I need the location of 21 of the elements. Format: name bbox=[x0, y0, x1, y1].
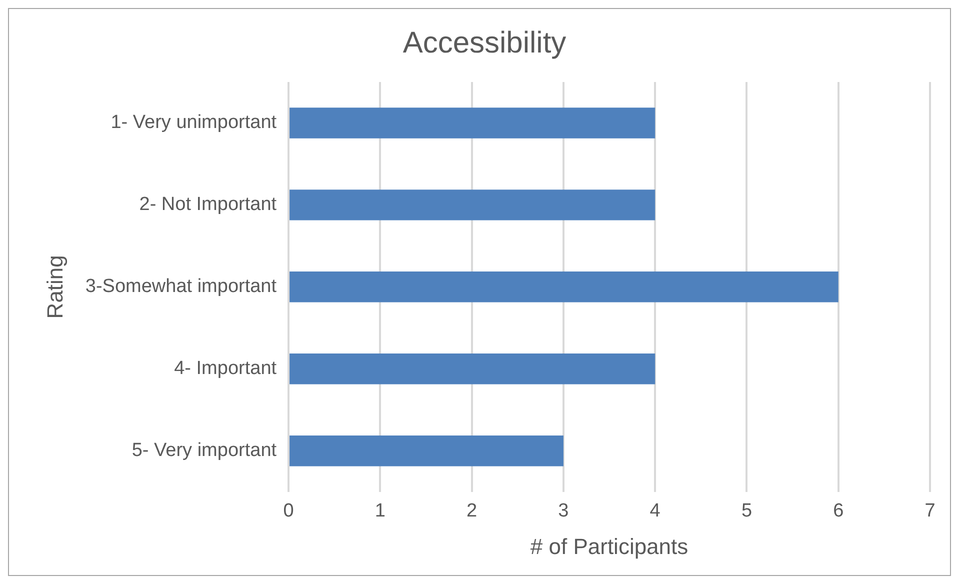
x-tick-label: 3 bbox=[558, 500, 569, 522]
y-axis-title: Rating bbox=[42, 255, 68, 319]
bar bbox=[290, 435, 564, 466]
chart-title: Accessibility bbox=[402, 26, 566, 60]
bar bbox=[290, 272, 838, 302]
bar bbox=[290, 190, 656, 220]
y-tick-label: 4- Important bbox=[174, 358, 278, 380]
y-tick-label: 3-Somewhat important bbox=[85, 276, 278, 298]
x-tick-label: 6 bbox=[833, 500, 844, 522]
x-tick-label: 2 bbox=[466, 500, 478, 522]
x-tick-label: 5 bbox=[741, 500, 752, 522]
bar bbox=[290, 108, 656, 138]
bar bbox=[290, 353, 656, 384]
y-tick-label: 2- Not Important bbox=[139, 194, 278, 216]
x-tick-label: 7 bbox=[924, 500, 936, 522]
x-axis-title: # of Participants bbox=[530, 534, 688, 559]
x-tick-label: 1 bbox=[374, 500, 386, 522]
x-tick-label: 0 bbox=[283, 500, 294, 522]
x-tick-label: 4 bbox=[650, 500, 661, 522]
y-tick-label: 5- Very important bbox=[132, 440, 278, 462]
y-tick-label: 1- Very unimportant bbox=[110, 112, 278, 134]
